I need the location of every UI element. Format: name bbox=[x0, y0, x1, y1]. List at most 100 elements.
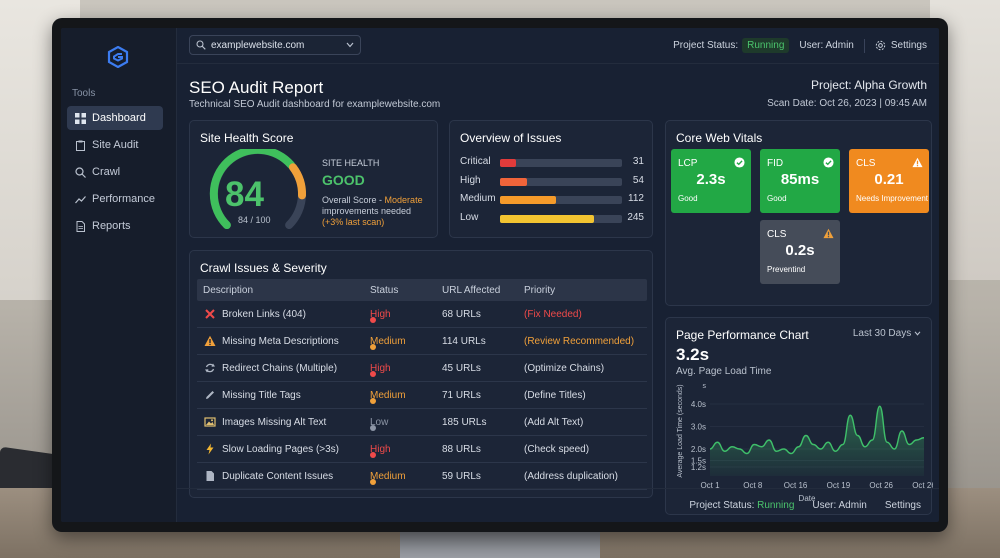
urls-affected: 114 URLs bbox=[442, 336, 486, 347]
file-icon bbox=[206, 471, 214, 481]
status-dot bbox=[370, 425, 376, 431]
project-status-badge: Running bbox=[742, 38, 790, 53]
sidebar-item-reports[interactable]: Reports bbox=[67, 214, 163, 238]
issue-status: High bbox=[370, 444, 391, 458]
trend-icon bbox=[75, 195, 86, 203]
issue-status: Medium bbox=[370, 390, 406, 404]
top-bar: examplewebsite.com Project Status: Runni… bbox=[177, 28, 939, 64]
x-tick-label: Oct 19 bbox=[827, 481, 851, 490]
desc-change: (+3% last scan) bbox=[322, 217, 385, 227]
project-name: Project: Alpha Growth bbox=[810, 78, 927, 92]
severity-count: 112 bbox=[628, 193, 644, 204]
top-bar-right: Project Status: Running User: Admin Sett… bbox=[673, 38, 927, 53]
vital-status: Good bbox=[678, 194, 698, 203]
vital-tile-cls[interactable]: CLS 0.2s Preventind bbox=[760, 220, 840, 284]
footer-status-value: Running bbox=[757, 500, 795, 511]
user-menu[interactable]: User: Admin bbox=[799, 40, 854, 51]
status-text: High bbox=[370, 444, 391, 455]
status-dot bbox=[370, 479, 376, 485]
search-icon bbox=[196, 40, 206, 50]
page-performance-card: Page Performance Chart Last 30 Days 3.2s… bbox=[665, 317, 933, 515]
urls-affected: 185 URLs bbox=[442, 417, 487, 428]
sidebar-item-label: Reports bbox=[92, 220, 131, 232]
table-row[interactable]: Duplicate Content Issues Medium 59 URLs (Ad… bbox=[197, 463, 647, 490]
sidebar-item-dashboard[interactable]: Dashboard bbox=[67, 106, 163, 130]
vital-tile-cls[interactable]: CLS 0.21 Needs Improvement bbox=[849, 149, 929, 213]
vital-value: 2.3s bbox=[696, 171, 726, 188]
issue-status: Low bbox=[370, 417, 389, 431]
footer-settings[interactable]: Settings bbox=[884, 500, 921, 511]
load-time-line bbox=[709, 405, 925, 455]
sidebar-item-performance[interactable]: Performance bbox=[67, 187, 163, 211]
performance-chart: 1.2s1.5s 2.0s 3.0s 4.0s s Average Load Time (… bbox=[677, 383, 933, 503]
table-row[interactable]: Images Missing Alt Text Low 185 URLs (Add A… bbox=[197, 409, 647, 436]
severity-bar-track bbox=[500, 196, 622, 204]
column-header[interactable]: Priority bbox=[524, 285, 556, 296]
crawl-issues-card: Crawl Issues & Severity Description Stat… bbox=[189, 250, 653, 498]
vital-tile-fid[interactable]: FID 85ms Good bbox=[760, 149, 840, 213]
severity-count: 31 bbox=[632, 156, 644, 167]
footer: Project Status: Running User: Admin Sett… bbox=[177, 488, 939, 522]
chevron-down-icon bbox=[914, 331, 921, 336]
sidebar-item-label: Dashboard bbox=[92, 112, 146, 124]
column-header[interactable]: Status bbox=[370, 285, 399, 296]
sidebar-item-crawl[interactable]: Crawl bbox=[67, 160, 163, 184]
site-select-value: examplewebsite.com bbox=[211, 39, 305, 51]
severity-label: Medium bbox=[460, 193, 496, 204]
severity-label: Low bbox=[460, 211, 479, 223]
chevron-down-icon bbox=[346, 42, 354, 48]
table-row[interactable]: Broken Links (404) High 68 URLs (Fix Needed… bbox=[197, 301, 647, 328]
vital-tile-lcp[interactable]: LCP 2.3s Good bbox=[671, 149, 751, 213]
severity-label: Critical bbox=[460, 156, 491, 167]
status-text: Medium bbox=[370, 336, 406, 347]
y-tick-label: 1.2s bbox=[691, 463, 706, 472]
page-title: SEO Audit Report bbox=[189, 78, 324, 97]
issue-status: High bbox=[370, 363, 391, 377]
avg-load-time-label: Avg. Page Load Time bbox=[676, 366, 772, 377]
health-score: 84 bbox=[225, 175, 264, 214]
status-text: High bbox=[370, 309, 391, 320]
urls-affected: 68 URLs bbox=[442, 309, 481, 320]
status-dot bbox=[370, 452, 376, 458]
issue-status: Medium bbox=[370, 336, 406, 350]
issue-description: Duplicate Content Issues bbox=[222, 471, 334, 482]
issue-description: Redirect Chains (Multiple) bbox=[222, 363, 338, 374]
redirect-icon bbox=[205, 363, 215, 373]
date-range-value: Last 30 Days bbox=[852, 328, 912, 339]
severity-count: 245 bbox=[627, 211, 644, 223]
bolt-icon bbox=[206, 443, 214, 455]
issue-status: Medium bbox=[370, 471, 406, 485]
sidebar-item-label: Crawl bbox=[92, 166, 121, 178]
column-header[interactable]: Description bbox=[203, 285, 254, 296]
gear-icon[interactable] bbox=[875, 40, 886, 51]
table-row[interactable]: Redirect Chains (Multiple) High 45 URLs (Op… bbox=[197, 355, 647, 382]
divider bbox=[863, 38, 865, 53]
status-text: High bbox=[370, 363, 391, 374]
column-header[interactable]: URL Affected bbox=[442, 285, 501, 296]
table-row[interactable]: Missing Title Tags Medium 71 URLs (Define T… bbox=[197, 382, 647, 409]
vital-status: Needs Improvement bbox=[856, 194, 929, 203]
site-select[interactable]: examplewebsite.com bbox=[189, 35, 361, 55]
x-tick-label: Oct 1 bbox=[700, 481, 720, 490]
page-subtitle: Technical SEO Audit dashboard for exampl… bbox=[189, 99, 441, 110]
check-icon bbox=[734, 157, 745, 168]
footer-user[interactable]: User: Admin bbox=[812, 500, 867, 511]
table-row[interactable]: Slow Loading Pages (>3s) High 88 URLs (Chec… bbox=[197, 436, 647, 463]
date-range-select[interactable]: Last 30 Days bbox=[853, 328, 921, 339]
issue-priority: (Optimize Chains) bbox=[524, 363, 605, 374]
sidebar-item-site-audit[interactable]: Site Audit bbox=[67, 133, 163, 157]
vital-value: 85ms bbox=[780, 171, 820, 188]
table-row[interactable]: Missing Meta Descriptions Medium 114 URLs (… bbox=[197, 328, 647, 355]
status-dot bbox=[370, 371, 376, 377]
settings-link[interactable]: Settings bbox=[890, 40, 927, 51]
x-icon bbox=[205, 309, 215, 319]
urls-affected: 45 URLs bbox=[442, 363, 481, 374]
status-text: Low bbox=[370, 417, 389, 428]
footer-status-label: Project Status: bbox=[689, 500, 755, 511]
issue-description: Missing Meta Descriptions bbox=[222, 336, 339, 347]
desc-highlight: Moderate bbox=[384, 195, 423, 205]
sidebar-item-label: Site Audit bbox=[92, 139, 139, 151]
y-tick-label: 3.0s bbox=[691, 423, 706, 432]
y-axis-label: Average Load Time (seconds) bbox=[677, 384, 684, 477]
app-logo-icon[interactable] bbox=[107, 46, 129, 68]
